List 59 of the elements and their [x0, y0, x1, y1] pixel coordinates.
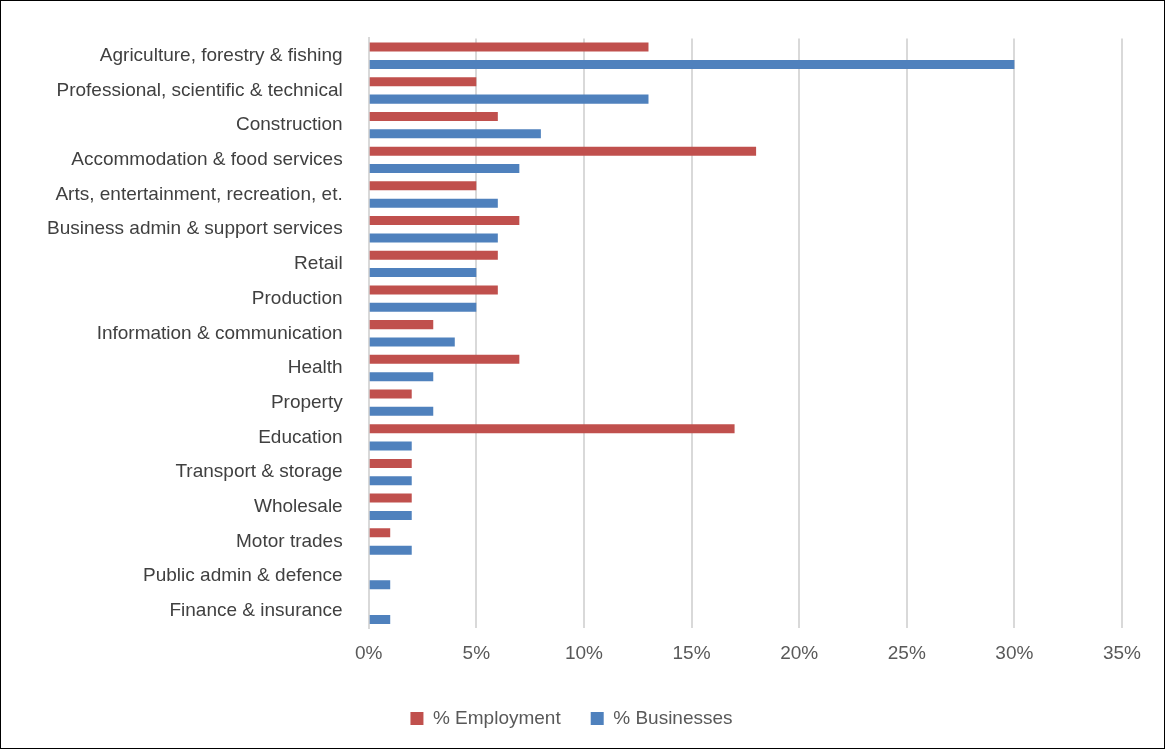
bar	[369, 441, 412, 451]
bar	[369, 458, 412, 468]
y-tick-label: Motor trades	[236, 529, 343, 551]
bar	[369, 389, 412, 399]
x-tick-label: 5%	[462, 641, 491, 663]
x-tick-label: 0%	[354, 641, 383, 663]
y-tick-label: Education	[258, 425, 343, 447]
legend-label: % Businesses	[613, 706, 733, 728]
x-tick-label: 15%	[672, 641, 711, 663]
y-tick-label: Property	[270, 390, 344, 412]
y-tick-label: Arts, entertainment, recreation, et.	[55, 182, 343, 204]
bar	[369, 111, 498, 121]
x-tick-label: 25%	[887, 641, 926, 663]
bar	[369, 250, 498, 260]
bar	[369, 354, 520, 364]
bar	[369, 285, 498, 295]
bar	[369, 94, 649, 104]
y-tick-label: Retail	[294, 252, 343, 274]
y-tick-label: Information & communication	[96, 321, 343, 343]
bar	[369, 77, 477, 87]
y-tick-label: Transport & storage	[175, 460, 343, 482]
x-tick-label: 35%	[1102, 641, 1142, 663]
bar	[369, 268, 477, 278]
x-tick-label: 30%	[995, 641, 1034, 663]
y-tick-label: Wholesale	[253, 495, 343, 517]
y-tick-label: Business admin & support services	[47, 217, 343, 239]
bar	[369, 129, 541, 139]
x-tick-label: 10%	[564, 641, 604, 663]
bar	[369, 42, 649, 52]
y-tick-label: Accommodation & food services	[71, 148, 343, 170]
x-tick-label: 20%	[780, 641, 819, 663]
bar	[369, 146, 757, 156]
bar	[369, 528, 391, 538]
y-tick-label: Public admin & defence	[143, 564, 343, 586]
bar	[369, 302, 477, 312]
y-tick-label: Professional, scientific & technical	[56, 78, 343, 100]
bar	[369, 615, 391, 625]
bar	[369, 233, 498, 243]
legend-label: % Employment	[432, 706, 562, 728]
bar	[369, 493, 412, 503]
y-tick-label: Agriculture, forestry & fishing	[99, 43, 343, 65]
y-tick-label: Health	[287, 356, 343, 378]
bar	[369, 406, 434, 416]
y-tick-label: Production	[251, 286, 343, 308]
bar	[369, 163, 520, 174]
bar	[369, 59, 1015, 69]
bar	[369, 545, 412, 555]
bar	[369, 510, 412, 520]
bar	[369, 580, 391, 590]
bar	[369, 198, 498, 208]
bar	[369, 337, 455, 347]
bar	[369, 216, 520, 226]
bar	[369, 372, 434, 382]
bar	[369, 424, 735, 434]
bar	[369, 476, 412, 486]
y-tick-label: Construction	[236, 113, 343, 135]
bar	[369, 181, 477, 191]
bar	[369, 320, 434, 330]
y-tick-label: Finance & insurance	[169, 599, 343, 621]
